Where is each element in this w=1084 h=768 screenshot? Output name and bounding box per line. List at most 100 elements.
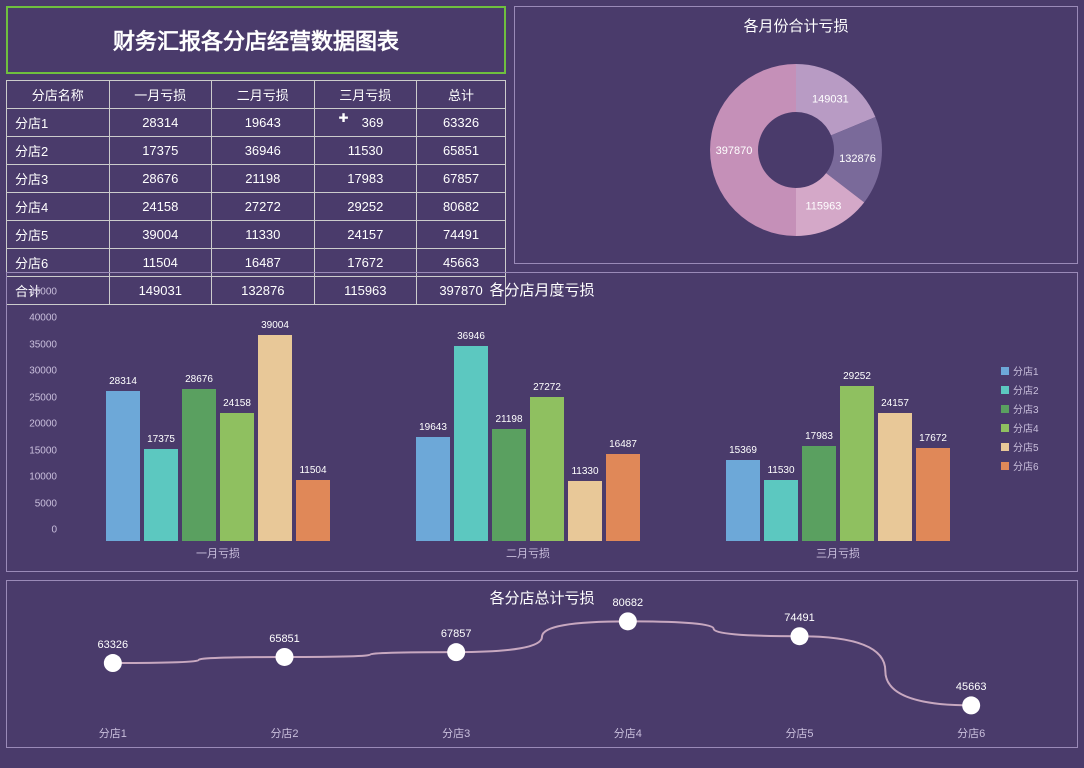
line-chart-x-label: 分店6	[957, 725, 985, 741]
table-cell[interactable]: 11530	[314, 137, 417, 165]
bar-value-label: 24158	[223, 398, 251, 409]
bar-value-label: 11330	[571, 466, 598, 477]
table-cell[interactable]: 80682	[417, 193, 506, 221]
table-header-cell: 二月亏损	[212, 81, 315, 109]
table-row: 分店539004113302415774491	[7, 221, 506, 249]
line-chart-title: 各分店总计亏损	[7, 581, 1077, 614]
bar-chart-y-tick: 15000	[29, 445, 57, 456]
table-cell[interactable]: 39004	[109, 221, 212, 249]
bar-chart-legend: 分店1 分店2 分店3 分店4 分店5 分店6	[1001, 363, 1071, 477]
bar-chart-y-tick: 10000	[29, 472, 57, 483]
bar-value-label: 29252	[843, 371, 871, 382]
bar-value-label: 28676	[185, 374, 213, 385]
donut-chart-title: 各月份合计亏损	[515, 7, 1077, 36]
legend-swatch	[1001, 386, 1009, 394]
bar-value-label: 39004	[261, 320, 289, 331]
legend-item: 分店4	[1001, 420, 1071, 435]
bar-value-label: 21198	[495, 414, 522, 425]
table-cell[interactable]: 369	[314, 109, 417, 137]
bar-chart-y-tick: 30000	[29, 366, 57, 377]
donut-slice-label: 397870	[716, 145, 753, 157]
table-cell[interactable]: 63326	[417, 109, 506, 137]
table-row: 分店424158272722925280682	[7, 193, 506, 221]
bar-chart-x-label: 二月亏损	[506, 545, 550, 561]
table-cell[interactable]: 11330	[212, 221, 315, 249]
table-cell[interactable]: 17375	[109, 137, 212, 165]
table-cell[interactable]: 19643	[212, 109, 315, 137]
bar	[416, 437, 450, 541]
legend-item: 分店2	[1001, 382, 1071, 397]
table-cell[interactable]: 17983	[314, 165, 417, 193]
bar-chart-panel: 各分店月度亏损 05000100001500020000250003000035…	[6, 272, 1078, 572]
table-cell[interactable]: 分店4	[7, 193, 110, 221]
table-cell[interactable]: 28314	[109, 109, 212, 137]
bar-chart-y-tick: 25000	[29, 392, 57, 403]
table-cell[interactable]: 29252	[314, 193, 417, 221]
table-cell[interactable]: 74491	[417, 221, 506, 249]
bar	[144, 449, 178, 541]
line-chart-x-label: 分店2	[270, 725, 298, 741]
bar-value-label: 16487	[609, 439, 637, 450]
bar	[530, 397, 564, 541]
table-cell[interactable]: 24158	[109, 193, 212, 221]
table-cell[interactable]: 分店5	[7, 221, 110, 249]
bar-value-label: 17672	[919, 433, 947, 444]
bar-chart-plot: 283141737528676241583900411504一月亏损196433…	[63, 303, 993, 541]
bar-value-label: 19643	[419, 422, 447, 433]
legend-item: 分店3	[1001, 401, 1071, 416]
bar-chart-y-tick: 20000	[29, 419, 57, 430]
table-cell[interactable]: 分店2	[7, 137, 110, 165]
legend-label: 分店1	[1013, 363, 1039, 378]
table-row: 分店12831419643 36963326	[7, 109, 506, 137]
line-marker	[791, 627, 809, 645]
donut-slice-label: 149031	[812, 93, 849, 105]
table-cell[interactable]: 67857	[417, 165, 506, 193]
bar-chart-y-tick: 45000	[29, 287, 57, 298]
legend-label: 分店2	[1013, 382, 1039, 397]
legend-item: 分店5	[1001, 439, 1071, 454]
line-chart-x-label: 分店5	[785, 725, 813, 741]
line-chart-panel: 各分店总计亏损 63326分店165851分店267857分店380682分店4…	[6, 580, 1078, 748]
legend-item: 分店1	[1001, 363, 1071, 378]
line-value-label: 80682	[613, 597, 644, 609]
table-header-cell: 总计	[417, 81, 506, 109]
table-cell[interactable]: 36946	[212, 137, 315, 165]
legend-swatch	[1001, 424, 1009, 432]
bar	[764, 480, 798, 541]
bar	[454, 346, 488, 541]
line-value-label: 74491	[784, 612, 815, 624]
legend-swatch	[1001, 462, 1009, 470]
table-cell[interactable]: 28676	[109, 165, 212, 193]
legend-label: 分店5	[1013, 439, 1039, 454]
table-cell[interactable]: 65851	[417, 137, 506, 165]
bar	[220, 413, 254, 541]
bar	[878, 413, 912, 541]
legend-label: 分店6	[1013, 458, 1039, 473]
bar	[840, 386, 874, 541]
legend-label: 分店4	[1013, 420, 1039, 435]
table-cell[interactable]: 27272	[212, 193, 315, 221]
bar	[106, 391, 140, 541]
line-marker	[962, 696, 980, 714]
table-cell[interactable]: 21198	[212, 165, 315, 193]
legend-swatch	[1001, 405, 1009, 413]
bar	[568, 481, 602, 541]
legend-swatch	[1001, 367, 1009, 375]
bar	[916, 448, 950, 541]
bar-value-label: 27272	[533, 382, 561, 393]
line-marker	[276, 648, 294, 666]
bar-value-label: 28314	[109, 376, 137, 387]
donut-slice-label: 115963	[805, 201, 841, 213]
bar-value-label: 11504	[299, 465, 326, 476]
bar-value-label: 15369	[729, 445, 757, 456]
table-cell[interactable]: 分店3	[7, 165, 110, 193]
bar-chart-x-label: 三月亏损	[816, 545, 860, 561]
table-cell[interactable]: 24157	[314, 221, 417, 249]
table-cell[interactable]: 分店1	[7, 109, 110, 137]
bar	[802, 446, 836, 541]
line-value-label: 45663	[956, 681, 987, 693]
page-title: 财务汇报各分店经营数据图表	[6, 6, 506, 74]
legend-swatch	[1001, 443, 1009, 451]
bar	[606, 454, 640, 541]
line-chart-x-label: 分店4	[614, 725, 642, 741]
